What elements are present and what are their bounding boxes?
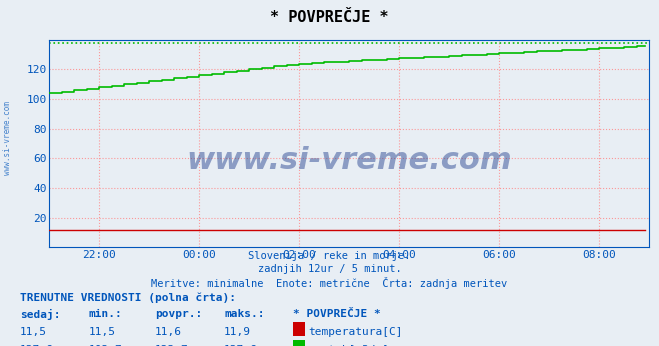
Text: pretok[m3/s]: pretok[m3/s] — [308, 345, 389, 346]
Text: 11,9: 11,9 — [224, 327, 251, 337]
Text: TRENUTNE VREDNOSTI (polna črta):: TRENUTNE VREDNOSTI (polna črta): — [20, 292, 236, 303]
Text: www.si-vreme.com: www.si-vreme.com — [3, 101, 13, 175]
Text: 102,7: 102,7 — [89, 345, 123, 346]
Text: min.:: min.: — [89, 309, 123, 319]
Text: temperatura[C]: temperatura[C] — [308, 327, 402, 337]
Text: 137,6: 137,6 — [224, 345, 258, 346]
Text: www.si-vreme.com: www.si-vreme.com — [186, 146, 512, 175]
Text: sedaj:: sedaj: — [20, 309, 60, 320]
Text: 11,5: 11,5 — [89, 327, 116, 337]
Text: povpr.:: povpr.: — [155, 309, 202, 319]
Text: maks.:: maks.: — [224, 309, 264, 319]
Text: Slovenija / reke in morje.: Slovenija / reke in morje. — [248, 251, 411, 261]
Text: Meritve: minimalne  Enote: metrične  Črta: zadnja meritev: Meritve: minimalne Enote: metrične Črta:… — [152, 277, 507, 289]
Text: * POVPREČJE *: * POVPREČJE * — [270, 10, 389, 25]
Text: 137,6: 137,6 — [20, 345, 53, 346]
Text: 11,6: 11,6 — [155, 327, 182, 337]
Text: 11,5: 11,5 — [20, 327, 47, 337]
Text: zadnjih 12ur / 5 minut.: zadnjih 12ur / 5 minut. — [258, 264, 401, 274]
Text: * POVPREČJE *: * POVPREČJE * — [293, 309, 381, 319]
Text: 123,7: 123,7 — [155, 345, 188, 346]
